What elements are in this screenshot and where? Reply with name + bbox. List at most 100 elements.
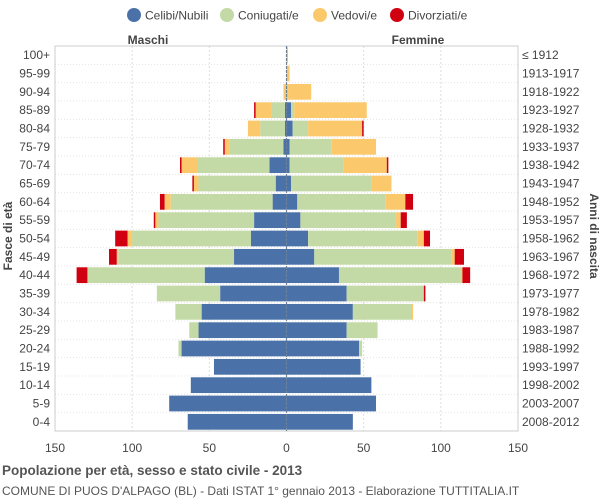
bar-female-coniugati	[289, 157, 344, 174]
bar-male-coniugati	[189, 322, 199, 339]
legend-swatch-coniugati	[220, 8, 234, 22]
bar-female-divorziati	[423, 285, 426, 302]
bar-male-celibi	[190, 377, 287, 394]
bar-female-vedovi	[308, 120, 363, 137]
bar-male-celibi	[254, 212, 287, 229]
age-group-label: 10-14	[19, 378, 50, 392]
bar-male-coniugati	[198, 175, 276, 192]
bar-female-celibi	[286, 285, 347, 302]
x-tick-label: 0	[283, 441, 290, 455]
bar-male-celibi	[283, 138, 287, 155]
bar-female-coniugati	[291, 175, 372, 192]
birth-year-label: 1923-1927	[522, 103, 580, 117]
age-group-label: 75-79	[19, 140, 50, 154]
bar-male-divorziati	[115, 230, 128, 247]
bar-male-celibi	[213, 358, 287, 375]
bar-female-coniugati	[314, 248, 452, 265]
bar-female-celibi	[286, 340, 360, 357]
bar-male-celibi	[187, 413, 287, 430]
bar-female-celibi	[286, 230, 309, 247]
bar-female-divorziati	[423, 230, 431, 247]
bar-female-celibi	[286, 193, 298, 210]
legend-swatch-divorziati	[390, 8, 404, 22]
bar-female-vedovi	[411, 303, 414, 320]
bar-male-divorziati	[159, 193, 165, 210]
bar-male-coniugati	[178, 340, 182, 357]
age-group-label: 70-74	[19, 158, 50, 172]
birth-year-label: 1998-2002	[522, 378, 580, 392]
birth-year-label: 2008-2012	[522, 415, 580, 429]
x-tick-label: 150	[508, 441, 528, 455]
legend: Celibi/Nubili Coniugati/e Vedovi/e Divorzia…	[127, 8, 468, 23]
bar-male-celibi	[251, 230, 287, 247]
birth-year-label: 1973-1977	[522, 287, 580, 301]
bar-male-coniugati	[271, 102, 285, 119]
birth-year-label: 1958-1962	[522, 232, 580, 246]
age-group-label: 65-69	[19, 177, 50, 191]
birth-year-label: 1928-1932	[522, 122, 580, 136]
bar-female-vedovi	[343, 157, 387, 174]
bar-male-coniugati	[170, 193, 273, 210]
bar-male-vedovi	[116, 248, 119, 265]
birth-year-label: 1988-1992	[522, 342, 580, 356]
age-group-label: 0-4	[33, 415, 51, 429]
bar-female-celibi	[286, 157, 290, 174]
age-group-label: 40-44	[19, 268, 50, 282]
bar-female-celibi	[286, 175, 292, 192]
bar-male-vedovi	[255, 102, 272, 119]
birth-year-label: 1993-1997	[522, 360, 580, 374]
x-tick-label: 100	[122, 441, 142, 455]
bar-male-celibi	[169, 395, 287, 412]
bar-male-vedovi	[127, 230, 133, 247]
bar-male-vedovi	[224, 138, 230, 155]
bar-male-vedovi	[181, 157, 197, 174]
bar-male-coniugati	[158, 212, 255, 229]
age-group-label: 50-54	[19, 232, 50, 246]
bar-female-vedovi	[385, 193, 406, 210]
birth-year-label: ≤ 1912	[522, 48, 559, 62]
bar-female-coniugati	[297, 193, 386, 210]
bar-female-celibi	[286, 212, 301, 229]
bar-male-coniugati	[132, 230, 252, 247]
age-group-label: 25-29	[19, 323, 50, 337]
bar-male-vedovi	[283, 83, 285, 100]
birth-year-label: 1953-1957	[522, 213, 580, 227]
age-group-label: 80-84	[19, 122, 50, 136]
age-group-label: 5-9	[33, 397, 51, 411]
birth-year-label: 1913-1917	[522, 67, 580, 81]
y-axis-title-right: Anni di nascita	[587, 193, 600, 279]
bar-female-vedovi	[451, 248, 455, 265]
bar-male-celibi	[272, 193, 287, 210]
bar-female-coniugati	[291, 102, 295, 119]
bar-male-divorziati	[109, 248, 117, 265]
x-tick-label: 50	[203, 441, 217, 455]
bar-female-coniugati	[338, 267, 461, 284]
bar-female-coniugati	[346, 285, 424, 302]
legend-swatch-vedovi	[313, 8, 327, 22]
birth-year-label: 2003-2007	[522, 397, 580, 411]
legend-label-celibi: Celibi/Nubili	[145, 9, 208, 23]
bar-female-divorziati	[386, 157, 389, 174]
bar-male-coniugati	[196, 157, 270, 174]
y-axis-title-left: Fasce di età	[1, 201, 15, 270]
bar-female-celibi	[286, 120, 293, 137]
bar-male-coniugati	[118, 248, 235, 265]
bar-female-coniugati	[359, 340, 363, 357]
bar-male-coniugati	[156, 285, 221, 302]
bar-male-divorziati	[76, 267, 88, 284]
birth-year-label: 1983-1987	[522, 323, 580, 337]
bar-female-coniugati	[308, 230, 418, 247]
bar-male-celibi	[284, 120, 287, 137]
birth-year-label: 1933-1937	[522, 140, 580, 154]
x-tick-label: 100	[431, 441, 451, 455]
birth-year-label: 1943-1947	[522, 177, 580, 191]
bar-male-celibi	[234, 248, 287, 265]
birth-year-label: 1948-1952	[522, 195, 580, 209]
bar-female-celibi	[286, 303, 353, 320]
birth-year-label: 1918-1922	[522, 85, 580, 99]
age-group-label: 15-19	[19, 360, 50, 374]
bar-female-coniugati	[300, 212, 397, 229]
bar-male-celibi	[201, 303, 287, 320]
bar-male-celibi	[269, 157, 287, 174]
